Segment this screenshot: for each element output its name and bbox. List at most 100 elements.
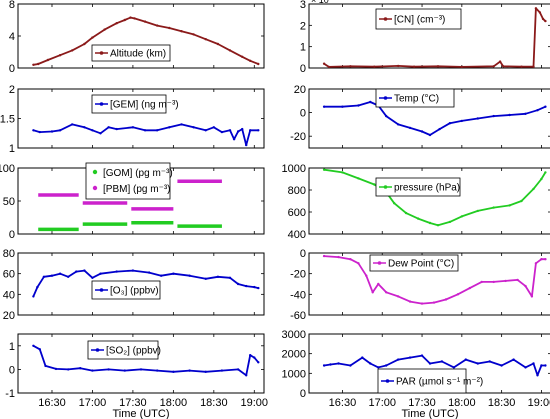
data-point <box>412 65 416 68</box>
data-point <box>349 364 352 367</box>
y-tick-label: 2000 <box>282 349 306 361</box>
panel-temp: -20 0 20 Temp (°C) <box>290 84 550 149</box>
data-point <box>371 291 374 294</box>
y-tick-label: 2 <box>9 84 15 96</box>
legend-marker <box>95 348 100 352</box>
data-point <box>32 295 35 298</box>
y-tick-label: 400 <box>288 229 306 241</box>
data-point <box>91 36 94 39</box>
y-tick-label: 2 <box>300 20 306 32</box>
data-point <box>416 217 420 220</box>
y-tick-label: 3000 <box>282 329 306 341</box>
y-tick-label: -40 <box>290 289 306 301</box>
y-tick-label: -20 <box>290 269 306 281</box>
data-point <box>540 177 543 181</box>
data-point <box>397 358 400 361</box>
data-point <box>156 24 159 27</box>
y-tick-label: 1000 <box>282 368 306 380</box>
data-point <box>432 301 436 304</box>
legend: [CN] (cm⁻³) <box>375 8 462 30</box>
data-point <box>536 109 539 112</box>
y-tick-label: 0 <box>300 248 306 260</box>
y-exponent-label: × 10 <box>311 0 329 5</box>
data-point <box>349 258 352 261</box>
y-tick-label: 20 <box>3 310 15 322</box>
data-point <box>520 199 523 203</box>
data-point <box>532 362 535 365</box>
data-point <box>204 129 207 132</box>
data-point <box>504 279 507 283</box>
data-point <box>327 65 331 69</box>
data-point <box>204 38 207 41</box>
series-line <box>32 345 259 377</box>
x-tick-label: 17:30 <box>408 397 436 409</box>
legend-label: [O₃] (ppbv) <box>110 286 159 297</box>
data-point <box>464 358 467 361</box>
x-tick-label: 18:30 <box>200 397 228 409</box>
y-tick-label: 50 <box>3 196 15 208</box>
data-point <box>115 22 118 25</box>
data-point <box>420 354 424 357</box>
data-point <box>436 224 440 227</box>
data-point <box>236 130 240 133</box>
data-point <box>420 130 424 133</box>
data-point <box>428 362 432 365</box>
data-point <box>460 215 463 218</box>
data-point <box>172 272 175 275</box>
data-point <box>204 277 207 280</box>
data-point <box>172 370 175 373</box>
x-tick-label: 18:00 <box>160 397 188 409</box>
data-point <box>544 19 547 23</box>
data-point <box>530 295 534 298</box>
data-point <box>532 187 535 191</box>
data-point <box>540 364 543 367</box>
data-point <box>361 356 364 359</box>
data-point <box>257 62 260 66</box>
data-point <box>99 132 102 135</box>
data-point <box>534 7 538 10</box>
panel-pressure: 400 600 800 1000 pressure (hPa) <box>282 163 550 241</box>
y-tick-label: 0 <box>9 63 15 75</box>
y-tick-label: 600 <box>288 207 306 219</box>
data-point <box>448 122 452 125</box>
data-point <box>241 55 244 58</box>
legend-marker <box>99 102 104 106</box>
data-point <box>38 348 41 351</box>
data-point <box>492 114 495 118</box>
legend-box <box>91 94 167 114</box>
y-tick-label: 4 <box>9 31 15 43</box>
series-line <box>33 123 259 147</box>
data-point <box>532 65 535 68</box>
data-point <box>408 356 412 359</box>
data-point <box>249 129 252 132</box>
data-point <box>143 20 147 23</box>
data-point <box>440 360 444 363</box>
data-point <box>44 364 47 368</box>
data-point <box>204 370 207 373</box>
y-tick-label: 60 <box>3 269 15 281</box>
data-point <box>180 30 183 33</box>
data-point <box>257 286 260 290</box>
y-tick-label: 100 <box>0 163 15 175</box>
legend-label: PAR (µmol s⁻¹ m⁻²) <box>396 377 483 388</box>
data-point <box>228 49 232 52</box>
data-point <box>476 209 479 213</box>
data-point <box>322 62 326 65</box>
data-point <box>241 127 244 131</box>
data-point <box>541 17 545 21</box>
y-tick-label: 40 <box>3 289 15 301</box>
series-line <box>324 255 546 305</box>
y-tick-label: 0 <box>300 63 306 75</box>
legend-box <box>87 340 159 360</box>
data-point <box>377 366 380 369</box>
data-point <box>91 276 94 279</box>
data-point <box>236 368 240 371</box>
data-point <box>397 123 400 126</box>
data-point <box>337 362 340 365</box>
data-point <box>107 368 110 371</box>
data-point <box>492 65 495 68</box>
data-point <box>544 171 547 174</box>
data-point <box>544 364 547 367</box>
legend-marker <box>385 379 390 383</box>
